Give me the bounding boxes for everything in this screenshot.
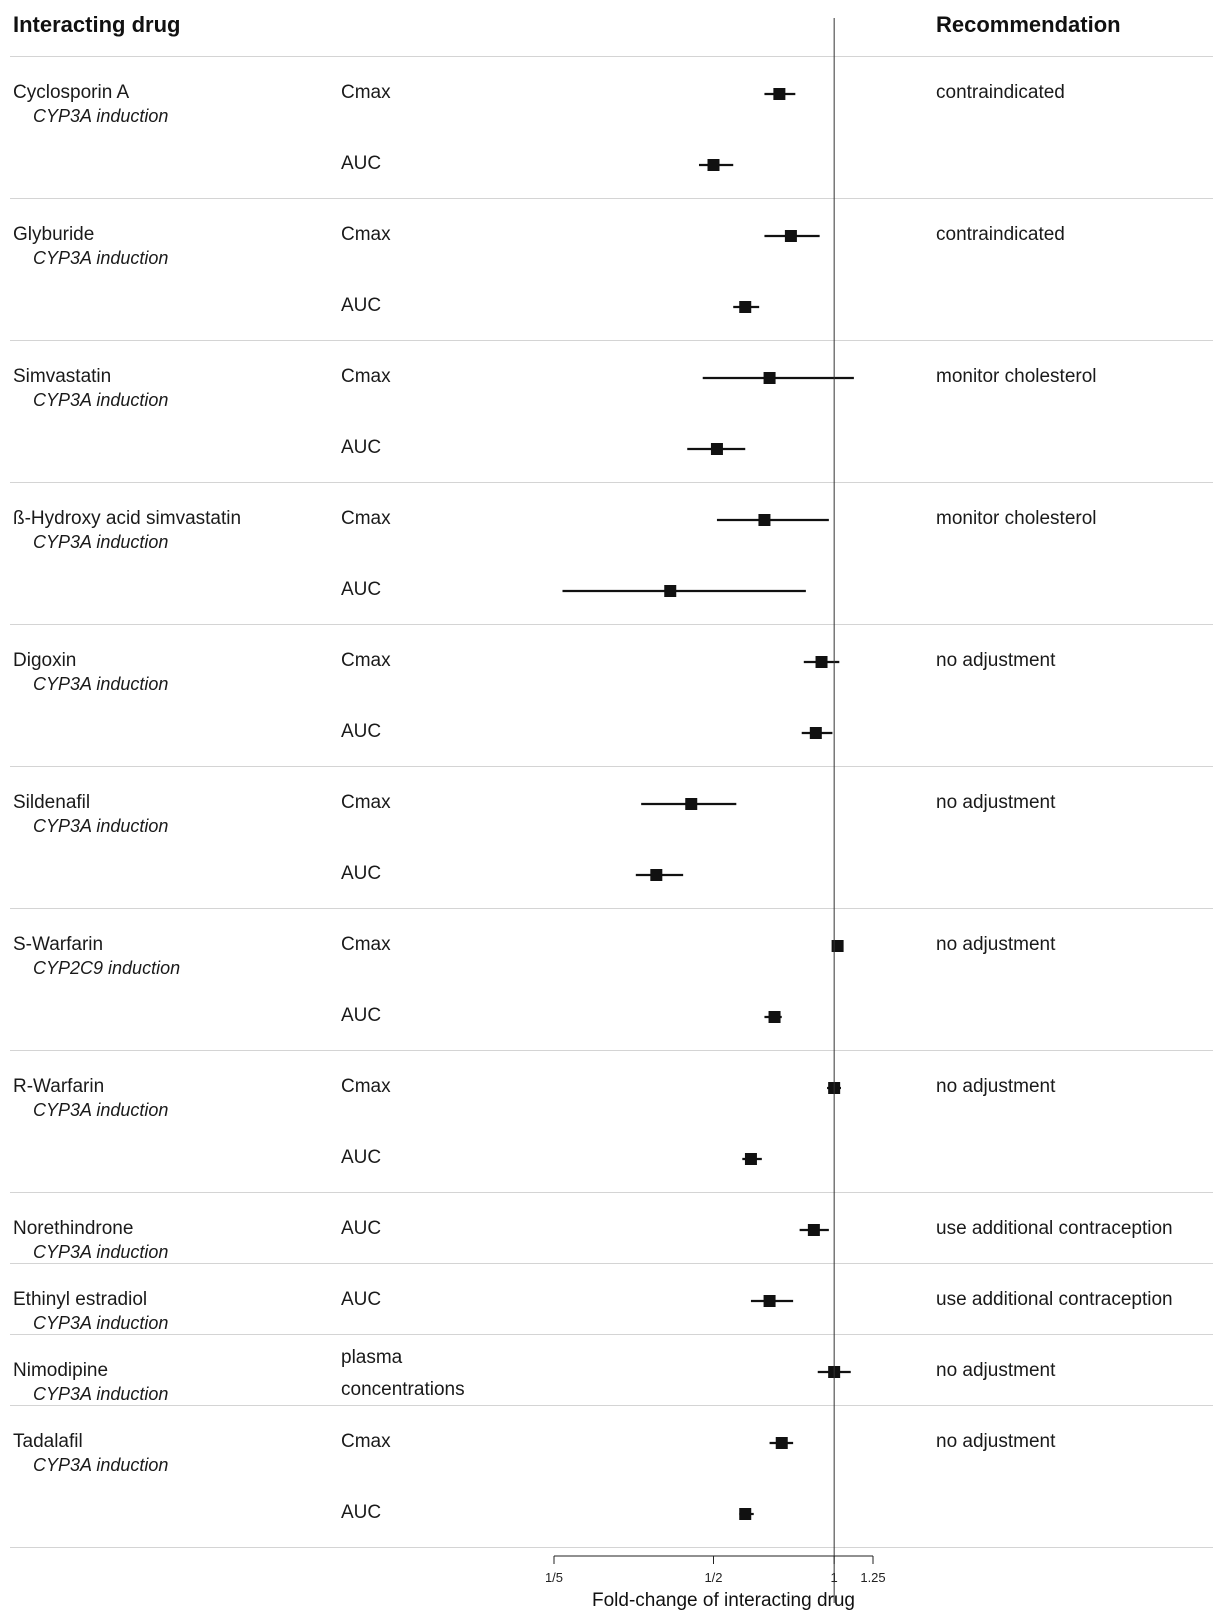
point-estimate bbox=[775, 1437, 788, 1449]
point-estimate bbox=[710, 443, 723, 455]
drug-name: Simvastatin bbox=[13, 366, 112, 387]
point-estimate bbox=[739, 301, 752, 313]
point-estimate bbox=[809, 727, 822, 739]
metric-label: AUC bbox=[341, 295, 382, 316]
recommendation-text: no adjustment bbox=[936, 1076, 1056, 1097]
interacting-drug-header: Interacting drug bbox=[13, 12, 181, 37]
recommendation-text: no adjustment bbox=[936, 792, 1056, 813]
metric-label: AUC bbox=[341, 863, 382, 884]
recommendation-text: no adjustment bbox=[936, 650, 1056, 671]
drug-mechanism: CYP3A induction bbox=[33, 390, 169, 410]
metric-label: Cmax bbox=[341, 1076, 391, 1097]
recommendation-text: no adjustment bbox=[936, 1431, 1056, 1452]
drug-mechanism: CYP3A induction bbox=[33, 1455, 169, 1475]
recommendation-text: use additional contraception bbox=[936, 1218, 1173, 1239]
point-estimate bbox=[650, 869, 663, 881]
point-estimate bbox=[707, 159, 720, 171]
recommendation-text: contraindicated bbox=[936, 224, 1065, 245]
recommendation-text: contraindicated bbox=[936, 82, 1065, 103]
metric-label: AUC bbox=[341, 437, 382, 458]
metric-label: AUC bbox=[341, 721, 382, 742]
point-estimate bbox=[807, 1224, 820, 1236]
drug-mechanism: CYP3A induction bbox=[33, 816, 169, 836]
recommendation-header: Recommendation bbox=[936, 12, 1121, 37]
metric-label: Cmax bbox=[341, 934, 391, 955]
drug-name: Glyburide bbox=[13, 224, 95, 245]
drug-name: Sildenafil bbox=[13, 792, 91, 813]
metric-label: AUC bbox=[341, 1005, 382, 1026]
point-estimate bbox=[758, 514, 771, 526]
drug-mechanism: CYP3A induction bbox=[33, 106, 169, 126]
drug-name: Norethindrone bbox=[13, 1218, 134, 1239]
point-estimate bbox=[831, 940, 844, 952]
metric-label: AUC bbox=[341, 1218, 382, 1239]
point-estimate bbox=[763, 1295, 776, 1307]
drug-name: Nimodipine bbox=[13, 1360, 109, 1381]
x-tick-label: 1 bbox=[831, 1570, 838, 1585]
metric-label: Cmax bbox=[341, 82, 391, 103]
metric-label: AUC bbox=[341, 1502, 382, 1523]
recommendation-text: no adjustment bbox=[936, 1360, 1056, 1381]
metric-label: AUC bbox=[341, 1147, 382, 1168]
point-estimate bbox=[739, 1508, 752, 1520]
metric-label: plasma concentrations bbox=[341, 1342, 465, 1406]
x-tick-label: 1/2 bbox=[704, 1570, 722, 1585]
metric-label: Cmax bbox=[341, 224, 391, 245]
x-tick-label: 1.25 bbox=[860, 1570, 885, 1585]
drug-mechanism: CYP3A induction bbox=[33, 674, 169, 694]
metric-label: AUC bbox=[341, 579, 382, 600]
metric-label: AUC bbox=[341, 1289, 382, 1310]
drug-name: ß-Hydroxy acid simvastatin bbox=[13, 508, 242, 529]
metric-label: Cmax bbox=[341, 650, 391, 671]
recommendation-text: use additional contraception bbox=[936, 1289, 1173, 1310]
point-estimate bbox=[664, 585, 677, 597]
drug-mechanism: CYP3A induction bbox=[33, 248, 169, 268]
metric-label: Cmax bbox=[341, 508, 391, 529]
drug-name: R-Warfarin bbox=[13, 1076, 105, 1097]
recommendation-text: no adjustment bbox=[936, 934, 1056, 955]
x-axis-label: Fold-change of interacting drug bbox=[592, 1590, 855, 1611]
drug-name: Digoxin bbox=[13, 650, 77, 671]
metric-label-line: concentrations bbox=[341, 1379, 465, 1400]
drug-mechanism: CYP3A induction bbox=[33, 1242, 169, 1262]
metric-label: Cmax bbox=[341, 792, 391, 813]
drug-name: Ethinyl estradiol bbox=[13, 1289, 148, 1310]
point-estimate bbox=[784, 230, 797, 242]
point-estimate bbox=[815, 656, 828, 668]
point-estimate bbox=[768, 1011, 781, 1023]
drug-name: S-Warfarin bbox=[13, 934, 104, 955]
point-estimate bbox=[773, 88, 786, 100]
point-estimate bbox=[744, 1153, 757, 1165]
recommendation-text: monitor cholesterol bbox=[936, 508, 1097, 529]
point-estimate bbox=[685, 798, 698, 810]
drug-mechanism: CYP3A induction bbox=[33, 1384, 169, 1404]
drug-mechanism: CYP3A induction bbox=[33, 1313, 169, 1333]
drug-mechanism: CYP3A induction bbox=[33, 532, 169, 552]
metric-label-line: plasma bbox=[341, 1347, 403, 1368]
recommendation-text: monitor cholesterol bbox=[936, 366, 1097, 387]
metric-label: Cmax bbox=[341, 1431, 391, 1452]
drug-mechanism: CYP3A induction bbox=[33, 1100, 169, 1120]
drug-name: Tadalafil bbox=[13, 1431, 83, 1452]
drug-name: Cyclosporin A bbox=[13, 82, 130, 103]
metric-label: AUC bbox=[341, 153, 382, 174]
point-estimate bbox=[763, 372, 776, 384]
drug-mechanism: CYP2C9 induction bbox=[33, 958, 181, 978]
x-tick-label: 1/5 bbox=[545, 1570, 563, 1585]
metric-label: Cmax bbox=[341, 366, 391, 387]
